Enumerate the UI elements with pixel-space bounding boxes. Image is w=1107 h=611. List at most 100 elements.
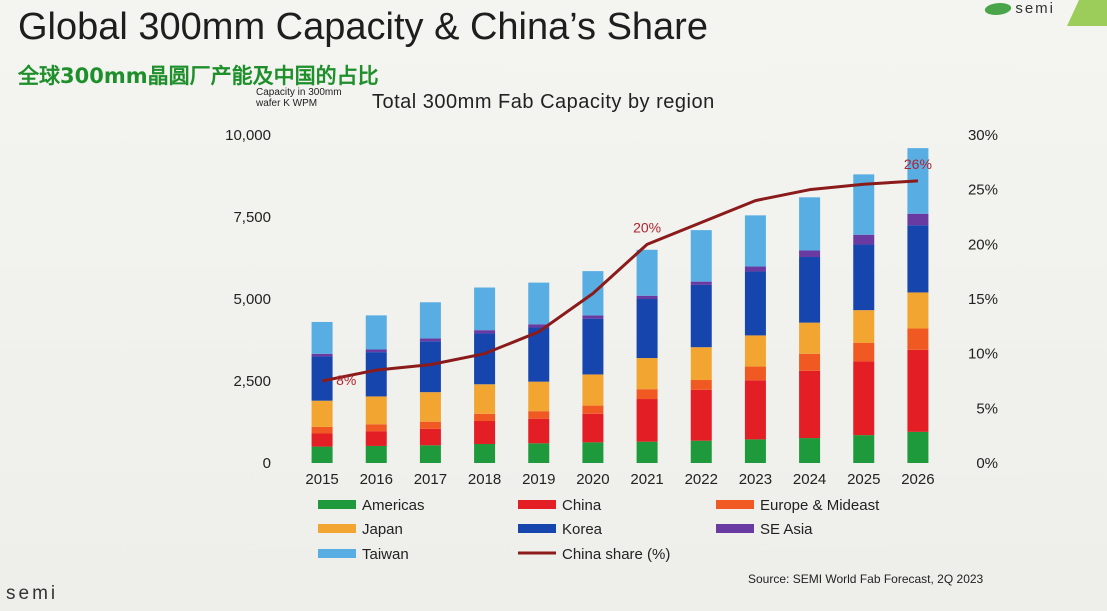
x-tick-label: 2019 — [522, 471, 555, 488]
bar-korea-2015 — [311, 356, 333, 401]
bar-taiwan-2019 — [528, 282, 550, 325]
bar-china-2026 — [907, 349, 929, 432]
bar-europe-mideast-2021 — [636, 389, 658, 400]
legend-swatch-japan — [318, 524, 356, 533]
bar-japan-2015 — [311, 400, 333, 427]
bar-americas-2026 — [907, 431, 929, 463]
bar-se-asia-2020 — [582, 315, 604, 319]
x-tick-label: 2026 — [901, 471, 934, 488]
legend-swatch-americas — [318, 500, 356, 509]
bar-se-asia-2015 — [311, 353, 333, 357]
bar-europe-mideast-2017 — [419, 421, 441, 429]
share-annotation: 20% — [633, 219, 661, 235]
bar-japan-2018 — [474, 384, 496, 414]
semi-logo-text: semi — [1015, 0, 1055, 17]
china-share-line — [321, 179, 919, 383]
bar-china-2019 — [528, 418, 550, 444]
x-tick-label: 2017 — [414, 471, 447, 488]
y2-tick-label: 20% — [968, 236, 998, 253]
y2-tick-label: 5% — [976, 400, 998, 417]
bar-taiwan-2025 — [853, 174, 875, 235]
legend-label-taiwan: Taiwan — [362, 546, 409, 563]
bar-japan-2022 — [690, 347, 712, 381]
y-axis-label-line1: Capacity in 300mm — [256, 87, 342, 98]
chart-title: Total 300mm Fab Capacity by region — [372, 91, 715, 113]
bar-china-2020 — [582, 413, 604, 443]
bar-americas-2021 — [636, 441, 658, 463]
bar-china-2017 — [419, 428, 441, 446]
bar-korea-2022 — [690, 284, 712, 348]
bar-korea-2020 — [582, 318, 604, 375]
bar-europe-mideast-2025 — [853, 342, 875, 362]
bar-taiwan-2022 — [690, 230, 712, 282]
page-subtitle: 全球300mm晶圆厂产能及中国的占比 — [18, 64, 379, 88]
source-note: Source: SEMI World Fab Forecast, 2Q 2023 — [748, 572, 984, 586]
legend-label-americas: Americas — [362, 497, 425, 514]
bar-americas-2017 — [419, 445, 441, 463]
bar-taiwan-2023 — [744, 215, 766, 267]
share-annotation: 8% — [336, 372, 356, 388]
legend-swatch-korea — [518, 524, 556, 533]
bar-europe-mideast-2026 — [907, 328, 929, 350]
y2-tick-label: 30% — [968, 127, 998, 144]
y2-tick-label: 0% — [976, 455, 998, 472]
x-tick-label: 2022 — [685, 471, 718, 488]
bar-taiwan-2015 — [311, 321, 333, 354]
legend-swatch-europe-mideast — [716, 500, 754, 509]
x-tick-label: 2018 — [468, 471, 501, 488]
y2-tick-label: 10% — [968, 346, 998, 363]
bar-china-2018 — [474, 421, 496, 444]
bar-se-asia-2019 — [528, 324, 550, 328]
bar-japan-2024 — [799, 322, 821, 354]
bar-europe-mideast-2016 — [365, 424, 387, 432]
bar-korea-2024 — [799, 257, 821, 323]
bar-taiwan-2017 — [419, 302, 441, 339]
y-axis-label-line2: wafer K WPM — [255, 98, 317, 109]
bar-americas-2020 — [582, 442, 604, 463]
legend-label-se-asia: SE Asia — [760, 521, 813, 538]
bar-taiwan-2024 — [799, 197, 821, 251]
bar-se-asia-2026 — [907, 213, 929, 226]
bar-americas-2019 — [528, 443, 550, 463]
bar-europe-mideast-2024 — [799, 353, 821, 371]
bar-japan-2025 — [853, 310, 875, 343]
bar-se-asia-2022 — [690, 281, 712, 285]
bar-china-2015 — [311, 433, 333, 447]
legend-label-china: China — [562, 497, 602, 514]
bar-americas-2018 — [474, 443, 496, 463]
bar-se-asia-2021 — [636, 295, 658, 299]
x-tick-label: 2015 — [305, 471, 338, 488]
bar-se-asia-2024 — [799, 250, 821, 258]
bar-japan-2021 — [636, 358, 658, 390]
bar-japan-2019 — [528, 381, 550, 412]
bar-taiwan-2018 — [474, 287, 496, 331]
bar-korea-2018 — [474, 333, 496, 385]
x-tick-label: 2023 — [739, 471, 772, 488]
bar-se-asia-2025 — [853, 234, 875, 245]
bar-americas-2024 — [799, 438, 821, 463]
bar-japan-2026 — [907, 292, 929, 329]
bar-china-2024 — [799, 370, 821, 439]
bar-china-2025 — [853, 361, 875, 436]
bar-korea-2017 — [419, 341, 441, 393]
bar-europe-mideast-2022 — [690, 380, 712, 390]
y-tick-label: 0 — [263, 455, 271, 472]
x-tick-label: 2021 — [630, 471, 663, 488]
bar-americas-2016 — [365, 445, 387, 463]
y-tick-label: 10,000 — [225, 127, 271, 144]
share-annotation: 26% — [904, 156, 932, 172]
semi-logo-top: semi — [983, 0, 1055, 17]
legend-label-korea: Korea — [562, 521, 603, 538]
legend-label-europe-mideast: Europe & Mideast — [760, 497, 880, 514]
legend-swatch-taiwan — [318, 549, 356, 558]
bar-se-asia-2023 — [744, 266, 766, 272]
legend-label-china-share-: China share (%) — [562, 546, 670, 563]
bar-japan-2016 — [365, 396, 387, 425]
bar-americas-2023 — [744, 439, 766, 463]
y2-tick-label: 25% — [968, 182, 998, 199]
bar-korea-2019 — [528, 327, 550, 382]
y-tick-label: 7,500 — [233, 209, 271, 226]
bar-china-2016 — [365, 431, 387, 446]
bar-europe-mideast-2023 — [744, 366, 766, 381]
